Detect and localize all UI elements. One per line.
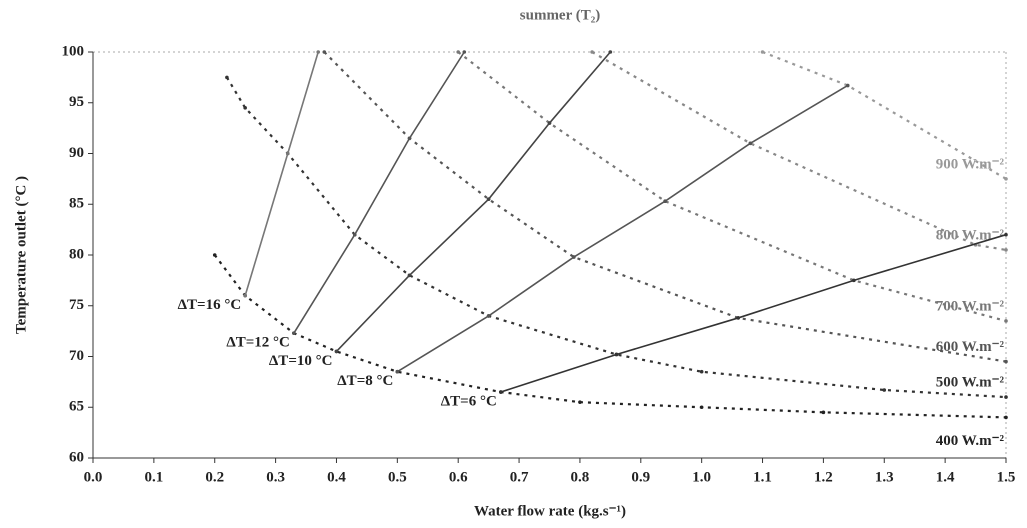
delta-t-label: ΔT=16 °C — [178, 297, 242, 313]
x-tick-label: 0.6 — [449, 469, 468, 485]
point-marker — [456, 50, 461, 54]
point-marker — [395, 369, 400, 374]
y-tick-label: 85 — [69, 196, 84, 212]
x-axis-label: Water flow rate (kg.s⁻¹) — [474, 503, 626, 519]
curve-label: 500 W.m⁻² — [936, 375, 1005, 391]
x-tick-label: 0.3 — [266, 469, 285, 485]
x-tick-label: 1.5 — [997, 469, 1016, 485]
point-marker — [547, 121, 552, 125]
point-marker — [1004, 319, 1008, 323]
point-marker — [590, 50, 594, 54]
x-tick-label: 0.0 — [84, 469, 103, 485]
irradiance-curve — [213, 254, 1007, 419]
x-tick-label: 0.7 — [510, 469, 529, 485]
point-marker — [225, 75, 229, 80]
point-marker — [243, 106, 247, 110]
point-marker — [699, 405, 704, 410]
point-marker — [614, 352, 619, 357]
delta-t-label: ΔT=6 °C — [441, 393, 497, 409]
point-marker — [285, 151, 290, 156]
point-marker — [760, 50, 765, 54]
point-marker — [608, 50, 613, 54]
point-marker — [748, 141, 753, 146]
y-tick-label: 75 — [69, 297, 84, 313]
y-tick-label: 100 — [62, 43, 85, 59]
point-marker — [407, 273, 412, 278]
chart-title: summer (T₂) — [520, 7, 600, 23]
point-marker — [578, 400, 582, 404]
point-marker — [845, 83, 850, 88]
delta-t-label: ΔT=12 °C — [226, 335, 290, 351]
irradiance-curve — [457, 51, 1007, 323]
point-marker — [407, 136, 412, 141]
point-marker — [1004, 415, 1008, 420]
point-marker — [462, 50, 467, 54]
delta-t-line — [244, 51, 319, 296]
curve-label: 700 W.m⁻² — [936, 298, 1005, 314]
point-marker — [572, 255, 576, 259]
point-marker — [1004, 359, 1008, 364]
point-marker — [316, 50, 321, 54]
y-tick-label: 70 — [69, 348, 84, 364]
delta-t-line — [396, 84, 849, 373]
point-marker — [699, 369, 704, 374]
point-marker — [486, 197, 491, 201]
point-marker — [334, 349, 339, 354]
x-tick-label: 0.2 — [205, 469, 224, 485]
point-marker — [663, 199, 667, 204]
irradiance-curve — [225, 76, 1007, 399]
point-marker — [736, 316, 740, 320]
curve-label: 900 W.m⁻² — [936, 156, 1005, 172]
y-tick-label: 65 — [69, 399, 84, 415]
curve-label: 600 W.m⁻² — [936, 339, 1005, 355]
point-marker — [486, 314, 491, 318]
x-tick-label: 1.3 — [875, 469, 894, 485]
x-tick-label: 1.2 — [814, 469, 833, 485]
delta-t-line — [335, 51, 611, 352]
x-tick-label: 0.8 — [571, 469, 590, 485]
delta-t-label: ΔT=8 °C — [337, 373, 393, 389]
x-tick-label: 0.9 — [631, 469, 650, 485]
curve-label: 400 W.m⁻² — [936, 433, 1005, 449]
point-marker — [1004, 177, 1008, 181]
y-tick-label: 80 — [69, 246, 84, 262]
x-tick-label: 1.0 — [692, 469, 711, 485]
x-tick-label: 0.1 — [144, 469, 163, 485]
x-tick-label: 0.5 — [388, 469, 407, 485]
point-marker — [243, 293, 247, 298]
x-tick-label: 1.1 — [753, 469, 772, 485]
point-marker — [322, 50, 327, 54]
delta-t-line — [293, 51, 465, 334]
y-tick-label: 60 — [69, 449, 84, 465]
point-marker — [1004, 248, 1008, 252]
point-marker — [1004, 395, 1008, 399]
y-tick-label: 90 — [69, 145, 84, 161]
delta-t-label: ΔT=10 °C — [269, 353, 333, 369]
point-marker — [212, 253, 217, 257]
irradiance-curve — [591, 51, 1007, 252]
curve-label: 800 W.m⁻² — [936, 227, 1005, 243]
irradiance-curve — [323, 51, 1007, 363]
x-tick-label: 0.4 — [327, 469, 346, 485]
point-marker — [882, 388, 887, 392]
point-marker — [852, 278, 856, 283]
y-tick-label: 95 — [69, 94, 84, 110]
point-marker — [352, 232, 357, 237]
delta-t-line — [500, 233, 1007, 393]
point-marker — [499, 390, 503, 394]
point-marker — [292, 331, 296, 335]
point-marker — [1004, 232, 1008, 237]
y-axis-label: Temperature outlet (°C ) — [13, 176, 29, 334]
x-tick-label: 1.4 — [936, 469, 955, 485]
point-marker — [821, 410, 826, 415]
